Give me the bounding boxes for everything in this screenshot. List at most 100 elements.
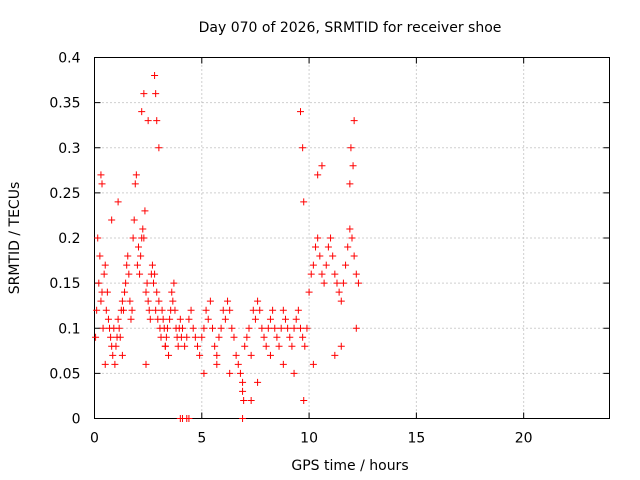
- data-point: [269, 306, 277, 314]
- data-point: [116, 333, 124, 341]
- data-point: [260, 333, 268, 341]
- data-point: [331, 270, 339, 278]
- data-point: [226, 369, 234, 377]
- data-point: [249, 306, 257, 314]
- data-point: [224, 297, 232, 305]
- data-point: [348, 234, 356, 242]
- data-point: [194, 342, 201, 350]
- data-point: [111, 360, 119, 368]
- data-point: [275, 342, 283, 350]
- data-point: [239, 415, 247, 422]
- data-point: [309, 261, 317, 269]
- data-point: [314, 234, 322, 242]
- data-point: [102, 306, 110, 314]
- data-point: [234, 360, 242, 368]
- data-point: [98, 180, 106, 188]
- data-point: [152, 90, 160, 98]
- data-point: [350, 117, 358, 125]
- data-point: [254, 297, 262, 305]
- data-point: [128, 306, 136, 314]
- data-point: [307, 270, 315, 278]
- data-point: [196, 351, 204, 359]
- data-point: [185, 415, 193, 422]
- data-point: [133, 261, 141, 269]
- data-point: [143, 279, 151, 287]
- data-point: [92, 333, 100, 341]
- data-point: [176, 315, 184, 323]
- data-point: [301, 342, 309, 350]
- data-point: [271, 324, 279, 332]
- data-point: [198, 333, 206, 341]
- data-point: [178, 324, 186, 332]
- data-point: [153, 288, 161, 296]
- data-point: [266, 315, 274, 323]
- data-point: [264, 324, 272, 332]
- data-point: [262, 342, 270, 350]
- data-point: [303, 324, 311, 332]
- chart-title: Day 070 of 2026, SRMTID for receiver sho…: [199, 20, 502, 36]
- data-point: [161, 342, 169, 350]
- x-tick-label: 5: [197, 431, 206, 447]
- data-point: [108, 216, 116, 224]
- data-point: [243, 333, 251, 341]
- data-point: [266, 351, 274, 359]
- data-point: [97, 297, 105, 305]
- data-point: [200, 324, 208, 332]
- y-tick-label: 0.25: [49, 186, 80, 202]
- data-point: [137, 252, 145, 260]
- data-point: [320, 279, 328, 287]
- data-point: [333, 279, 341, 287]
- data-point: [297, 108, 304, 116]
- y-tick-label: 0.35: [49, 96, 80, 112]
- data-point: [288, 342, 296, 350]
- data-point: [309, 360, 317, 368]
- data-point: [312, 243, 320, 251]
- y-axis-label: SRMTID / TECUs: [7, 182, 23, 295]
- data-point: [245, 324, 253, 332]
- data-point: [251, 315, 259, 323]
- data-point: [126, 297, 134, 305]
- data-point: [347, 144, 355, 152]
- data-point: [101, 360, 109, 368]
- data-point: [132, 171, 140, 179]
- data-point: [107, 333, 115, 341]
- y-tick-label: 0.3: [58, 141, 80, 157]
- data-point: [130, 216, 138, 224]
- data-point: [339, 279, 347, 287]
- data-point: [230, 333, 238, 341]
- data-point: [95, 279, 103, 287]
- data-point: [215, 333, 223, 341]
- data-point: [318, 162, 326, 170]
- data-point: [129, 234, 137, 242]
- data-point: [290, 369, 298, 377]
- data-point: [226, 306, 234, 314]
- data-point: [101, 261, 109, 269]
- data-point: [318, 270, 326, 278]
- data-point: [170, 279, 178, 287]
- data-point: [100, 270, 108, 278]
- y-tick-label: 0.1: [58, 321, 80, 337]
- y-tick-labels: 0 0.05 0.1 0.15 0.2 0.25 0.3 0.35 0.4: [49, 51, 80, 428]
- data-point: [213, 360, 221, 368]
- data-point: [118, 351, 126, 359]
- data-point: [232, 351, 240, 359]
- data-point: [279, 360, 287, 368]
- data-point: [236, 369, 244, 377]
- data-point: [277, 324, 285, 332]
- data-point: [94, 234, 102, 242]
- data-point: [284, 324, 292, 332]
- data-point: [240, 396, 248, 404]
- data-point: [112, 342, 120, 350]
- data-point: [200, 369, 208, 377]
- data-point: [247, 396, 255, 404]
- data-point: [299, 333, 307, 341]
- data-point: [138, 108, 146, 116]
- data-point: [144, 297, 152, 305]
- data-point: [316, 252, 324, 260]
- data-point: [213, 351, 221, 359]
- data-point: [335, 288, 343, 296]
- x-tick-label: 0: [90, 431, 99, 447]
- data-point: [241, 342, 249, 350]
- y-tick-label: 0.4: [58, 51, 80, 67]
- data-point: [300, 198, 308, 206]
